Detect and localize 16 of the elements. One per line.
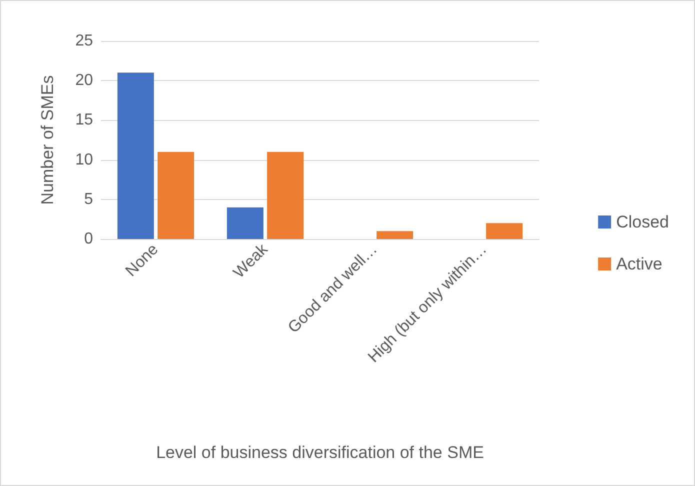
y-tick-label: 25 — [75, 32, 94, 50]
y-tick-label: 5 — [84, 190, 94, 208]
x-axis-title: Level of business diversification of the SME — [156, 443, 484, 462]
y-tick-label: 15 — [75, 112, 94, 129]
bar — [376, 231, 414, 239]
y-tick-label: 0 — [84, 230, 94, 248]
bar — [158, 152, 194, 239]
y-axis-title: Number of SMEs — [38, 75, 57, 205]
bar — [486, 223, 523, 239]
legend-label: Active — [616, 254, 662, 274]
bar — [267, 152, 304, 239]
bar — [226, 207, 264, 239]
y-tick-label: 10 — [75, 151, 94, 168]
y-tick-label: 20 — [75, 72, 94, 90]
legend-label: Closed — [616, 212, 670, 232]
bar — [117, 72, 154, 239]
